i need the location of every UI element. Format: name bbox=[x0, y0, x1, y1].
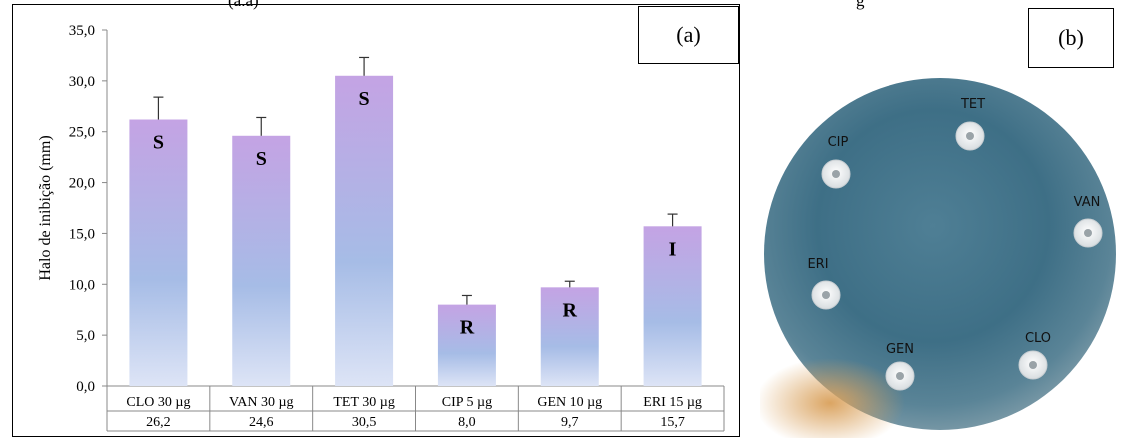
table-value-cell: 15,7 bbox=[660, 415, 685, 430]
disk-print-mark bbox=[966, 132, 974, 140]
bar bbox=[643, 226, 702, 386]
chart-panel-a: 0,0 5,0 10,0 15,0 20,0 25,0 30,0 35,0 Halo de in… bbox=[12, 4, 740, 437]
y-tick-label: 25,0 bbox=[69, 125, 95, 141]
disk-print-mark bbox=[1029, 361, 1037, 369]
bar bbox=[437, 304, 496, 386]
y-tick-label: 20,0 bbox=[69, 176, 95, 192]
disk-label: GEN bbox=[886, 342, 914, 357]
y-tick-label: 35,0 bbox=[69, 23, 95, 39]
table-value-cell: 26,2 bbox=[146, 415, 171, 430]
x-category-label: CIP 5 µg bbox=[442, 395, 492, 410]
disk-print-mark bbox=[1084, 229, 1092, 237]
x-category-label: TET 30 µg bbox=[333, 395, 394, 410]
disk-print-mark bbox=[896, 372, 904, 380]
disk-print-mark bbox=[822, 291, 830, 299]
bar-susceptibility-label: S bbox=[256, 148, 267, 170]
bar-susceptibility-label: R bbox=[563, 299, 578, 321]
bar bbox=[540, 287, 599, 386]
panel-b-petri-photo: TET CIP VAN ERI GEN CLO (b) bbox=[760, 8, 1121, 438]
disk-label: TET bbox=[960, 97, 985, 112]
petri-dish-image: TET CIP VAN ERI GEN CLO bbox=[760, 78, 1116, 438]
y-tick-label: 10,0 bbox=[69, 277, 95, 293]
bar-chart: 0,0 5,0 10,0 15,0 20,0 25,0 30,0 35,0 Halo de in… bbox=[12, 4, 740, 437]
cropped-caption-right: g bbox=[856, 0, 865, 10]
x-category-label: VAN 30 µg bbox=[229, 395, 294, 410]
disk-label: CIP bbox=[828, 135, 849, 150]
bar-susceptibility-label: R bbox=[460, 317, 475, 339]
disk-label: ERI bbox=[807, 257, 828, 272]
disk-print-mark bbox=[832, 170, 840, 178]
table-value-cell: 30,5 bbox=[352, 415, 377, 430]
bar-susceptibility-label: S bbox=[359, 88, 370, 110]
x-category-label: CLO 30 µg bbox=[126, 395, 190, 410]
bar-susceptibility-label: I bbox=[669, 238, 677, 260]
disk-label: CLO bbox=[1025, 331, 1051, 346]
bar bbox=[232, 135, 291, 386]
y-axis-title: Halo de inibição (mm) bbox=[37, 135, 54, 280]
y-tick-label: 30,0 bbox=[69, 74, 95, 90]
table-value-cell: 9,7 bbox=[561, 415, 579, 430]
panel-b-label: (b) bbox=[1028, 8, 1114, 68]
y-tick-label: 5,0 bbox=[76, 328, 95, 344]
x-category-label: GEN 10 µg bbox=[537, 395, 602, 410]
plate-stain bbox=[760, 358, 905, 438]
agar-plate bbox=[764, 78, 1116, 430]
table-value-cell: 24,6 bbox=[249, 415, 274, 430]
x-category-label: ERI 15 µg bbox=[643, 395, 702, 410]
disk-label: VAN bbox=[1074, 195, 1101, 210]
y-tick-label: 15,0 bbox=[69, 226, 95, 242]
table-value-cell: 8,0 bbox=[458, 415, 476, 430]
y-tick-label: 0,0 bbox=[76, 379, 95, 395]
panel-a-label: (a) bbox=[638, 6, 739, 64]
bar bbox=[129, 119, 188, 386]
bar-susceptibility-label: S bbox=[153, 132, 164, 154]
chart-frame bbox=[12, 4, 740, 437]
bar bbox=[335, 75, 394, 387]
